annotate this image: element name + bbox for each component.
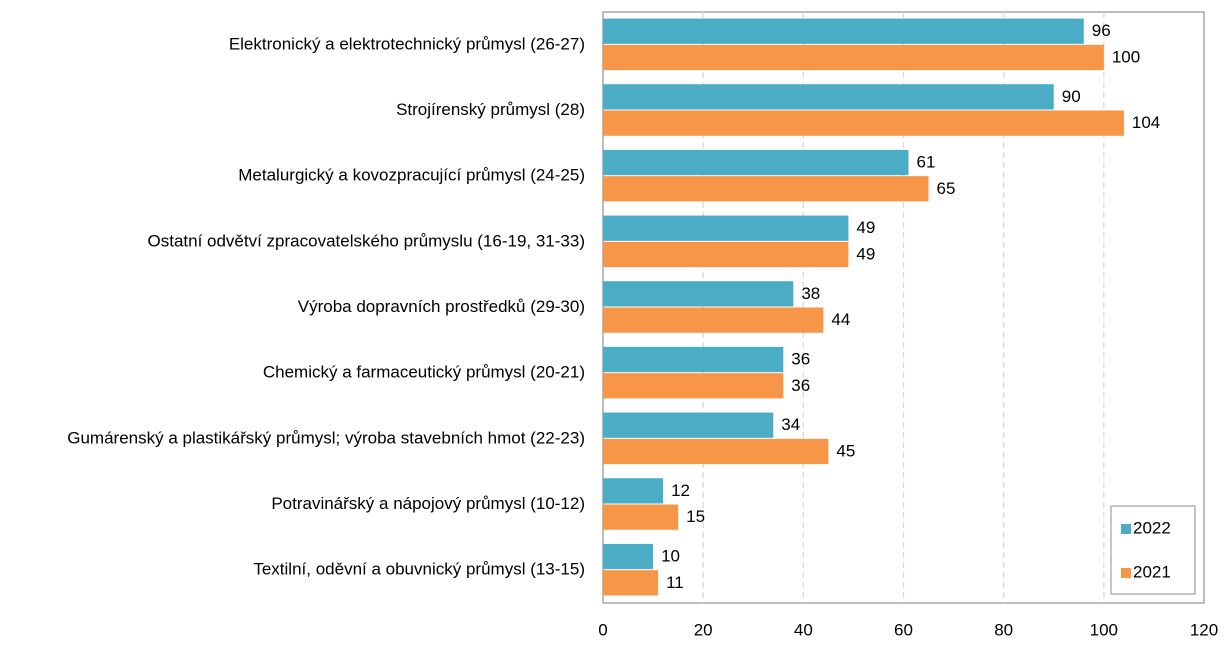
x-tick-label: 60 (894, 620, 913, 639)
bar (603, 241, 849, 268)
bar (603, 215, 849, 241)
bar (603, 478, 664, 504)
value-label: 49 (856, 218, 875, 237)
bar (603, 149, 909, 176)
value-label: 45 (836, 441, 855, 460)
value-label: 11 (666, 573, 684, 592)
value-label: 38 (801, 284, 820, 303)
bar (603, 504, 679, 530)
x-tick-label: 120 (1190, 620, 1218, 639)
y-tick-label: Strojírenský průmysl (28) (396, 100, 585, 119)
x-tick-label: 80 (994, 620, 1013, 639)
bar (603, 44, 1104, 71)
y-tick-label: Výroba dopravních prostředků (29-30) (298, 297, 585, 316)
value-label: 34 (781, 415, 800, 434)
legend-frame (1110, 505, 1196, 595)
bar (603, 281, 794, 307)
x-tick-label: 20 (694, 620, 713, 639)
value-label: 44 (831, 310, 850, 329)
value-label: 65 (937, 179, 956, 198)
bar (603, 176, 929, 202)
legend-swatch (1121, 524, 1131, 534)
bar (603, 570, 659, 596)
y-tick-label: Gumárenský a plastikářský průmysl; výrob… (67, 428, 585, 447)
bar (603, 373, 784, 399)
y-tick-label: Potravinářský a nápojový průmysl (10-12) (271, 494, 585, 513)
bar (603, 346, 784, 373)
value-label: 49 (856, 244, 875, 263)
bar (603, 110, 1124, 136)
y-tick-label: Ostatní odvětví zpracovatelského průmysl… (148, 231, 586, 250)
x-tick-label: 100 (1090, 620, 1118, 639)
x-tick-label: 40 (794, 620, 813, 639)
bar (603, 307, 824, 333)
bar (603, 412, 774, 438)
bar (603, 18, 1084, 44)
y-tick-label: Textilní, oděvní a obuvnický průmysl (13… (253, 560, 585, 579)
value-label: 36 (791, 350, 810, 369)
value-label: 10 (661, 547, 680, 566)
value-label: 12 (671, 481, 690, 500)
value-label: 100 (1112, 47, 1140, 66)
bar (603, 84, 1054, 110)
bar (603, 543, 654, 570)
bar (603, 438, 829, 465)
value-label: 90 (1062, 87, 1081, 106)
value-label: 104 (1132, 113, 1160, 132)
legend-label: 2022 (1133, 518, 1171, 537)
x-tick-label: 0 (598, 620, 607, 639)
legend-swatch (1121, 568, 1131, 578)
value-label: 15 (686, 507, 705, 526)
legend-label: 2021 (1133, 562, 1171, 581)
y-tick-label: Metalurgický a kovozpracující průmysl (2… (238, 166, 585, 185)
value-label: 36 (791, 376, 810, 395)
value-label: 61 (917, 153, 936, 172)
y-tick-label: Chemický a farmaceutický průmysl (20-21) (263, 363, 585, 382)
value-label: 96 (1092, 21, 1111, 40)
y-tick-label: Elektronický a elektrotechnický průmysl … (229, 34, 585, 53)
